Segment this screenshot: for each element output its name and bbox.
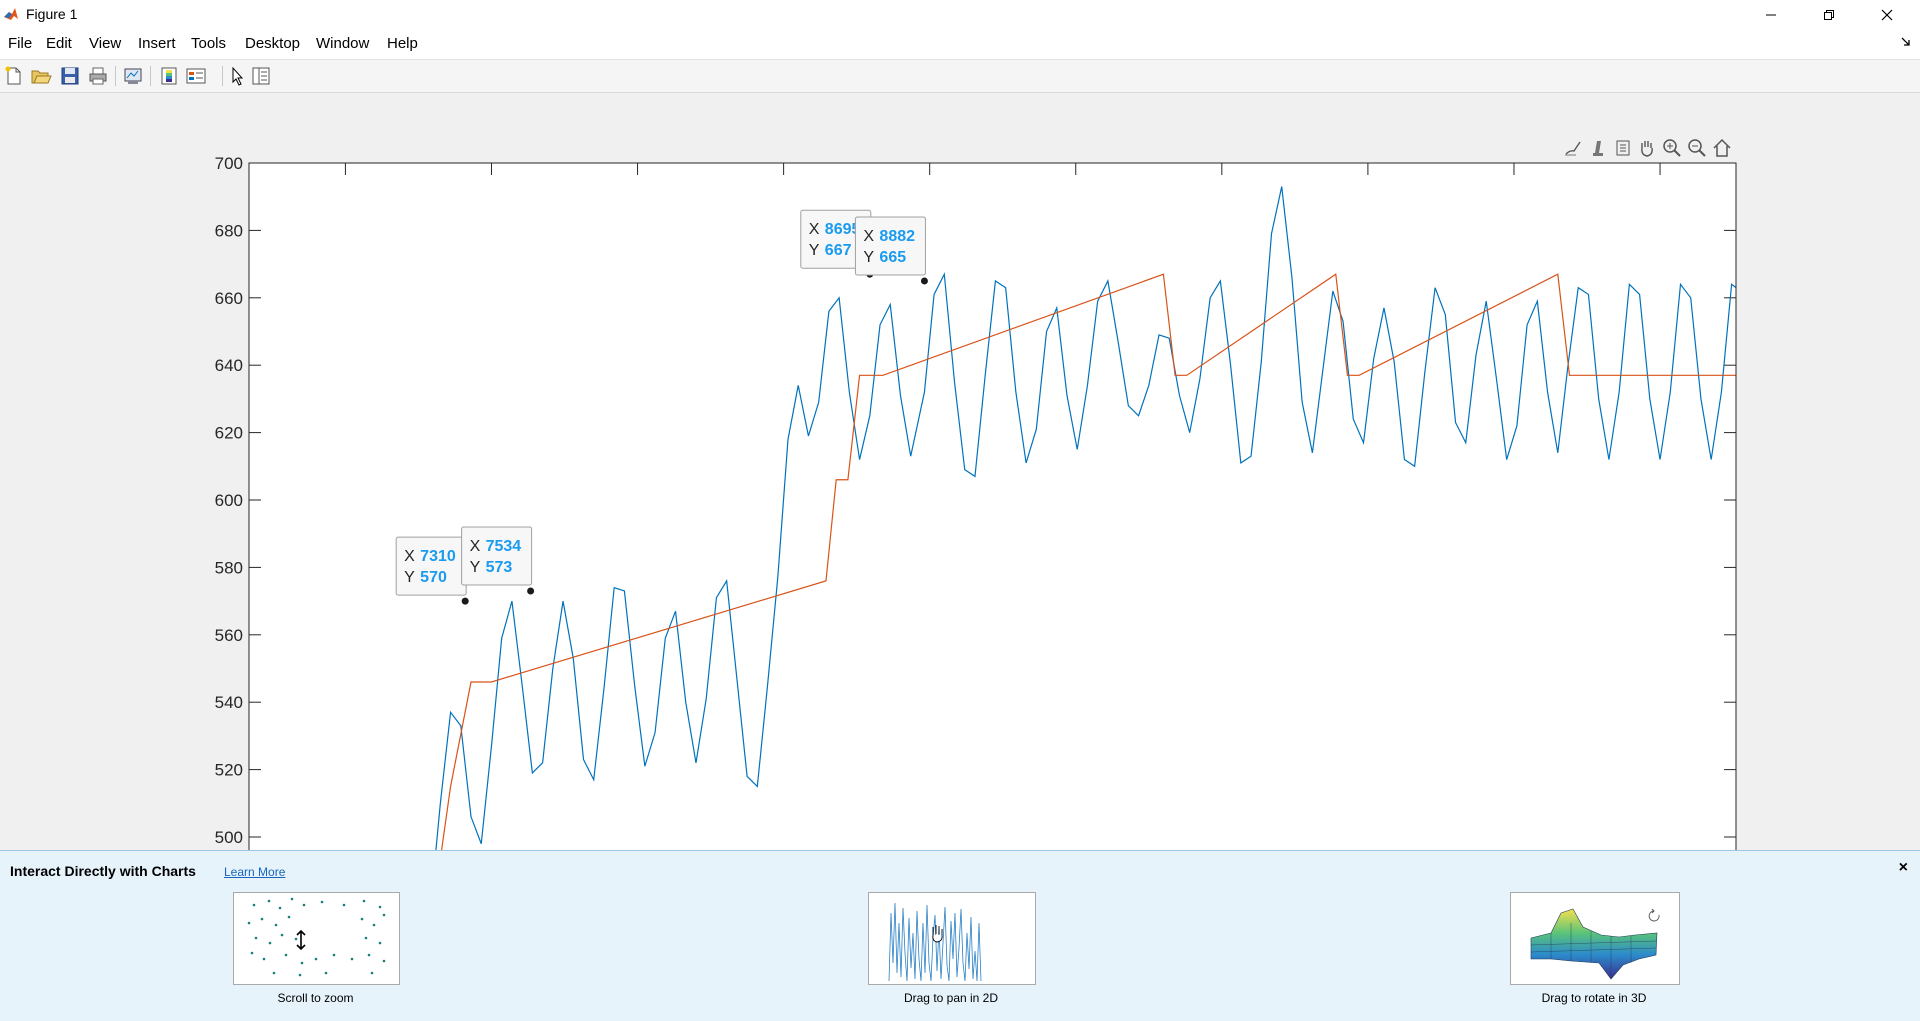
scatter-plot-thumbnail [247, 897, 386, 977]
datatip[interactable]: X 7534 Y 573 [461, 526, 535, 595]
legend-icon[interactable] [185, 65, 207, 87]
surface-plot-thumbnail [1530, 908, 1660, 980]
minimize-button[interactable] [1742, 0, 1800, 29]
y-tick-label: 700 [215, 154, 243, 173]
menu-bar: File Edit View Insert Tools Desktop Wind… [0, 29, 1920, 60]
close-icon [1881, 9, 1893, 20]
datatip[interactable]: X 8882 Y 665 [854, 216, 928, 285]
new-figure-icon[interactable] [3, 65, 25, 87]
open-file-icon[interactable] [30, 65, 52, 87]
datatip-x-value: 8695 [825, 221, 861, 238]
restore-view-icon[interactable] [1612, 137, 1634, 159]
axes-box [248, 162, 1737, 850]
menu-tools[interactable]: Tools [191, 35, 227, 52]
interaction-tips-banner: Interact Directly with Charts Learn More… [0, 850, 1920, 1021]
y-tick-label: 500 [215, 828, 243, 847]
zoom-out-icon[interactable] [1686, 137, 1708, 159]
scroll-zoom-thumbnail [233, 892, 400, 985]
datatip-x-label: X [404, 548, 415, 565]
datatip-y-label: Y [470, 559, 481, 576]
pan-thumbnail [868, 892, 1036, 985]
datatip-box [461, 526, 533, 586]
line-plot-thumbnail [888, 902, 982, 982]
datatip-x-label: X [863, 228, 874, 245]
plot-axes[interactable]: 500 520 540 560 580 600 620 640 660 680 700 X 7310 Y… [0, 0, 1920, 850]
series-line-orange[interactable] [430, 273, 1736, 850]
y-tick-label: 540 [215, 693, 243, 712]
menu-edit[interactable]: Edit [46, 35, 72, 52]
tip-caption-pan: Drag to pan in 2D [903, 991, 999, 1005]
menu-desktop[interactable]: Desktop [245, 35, 301, 52]
rotate-thumbnail [1510, 892, 1680, 985]
y-tick-label: 560 [215, 626, 243, 645]
data-tip-icon[interactable] [1587, 137, 1609, 159]
axes-toolbar [1562, 137, 1742, 161]
datatip-y-label: Y [809, 242, 820, 259]
window-title: Figure 1 [26, 6, 78, 22]
datatip-x-value: 8882 [879, 228, 915, 245]
series-line-blue[interactable] [430, 186, 1736, 850]
datatip-y-value: 570 [420, 569, 447, 586]
menu-view[interactable]: View [89, 35, 122, 52]
figure-toolbar [0, 60, 1920, 93]
property-inspector-icon[interactable] [250, 65, 272, 87]
toolbar-separator [115, 66, 116, 86]
menu-window[interactable]: Window [316, 35, 370, 52]
home-icon[interactable] [1711, 137, 1733, 159]
title-bar: Figure 1 [0, 0, 1920, 29]
datatip-x-value: 7310 [420, 548, 456, 565]
brush-icon[interactable] [1562, 137, 1584, 159]
dock-arrow-icon[interactable] [1900, 36, 1912, 48]
print-icon[interactable] [87, 65, 109, 87]
restore-button[interactable] [1800, 0, 1858, 29]
banner-close-button[interactable]: × [1898, 859, 1908, 876]
matlab-icon [4, 8, 18, 20]
y-tick-label: 580 [215, 558, 243, 577]
menu-file[interactable]: File [8, 35, 33, 52]
restore-icon [1824, 9, 1834, 20]
toolbar-separator [150, 66, 151, 86]
datatip-y-value: 573 [486, 559, 513, 576]
datatip-y-label: Y [863, 249, 874, 266]
menu-help[interactable]: Help [387, 35, 418, 52]
tip-caption-zoom: Scroll to zoom [277, 991, 354, 1005]
datatip-box [854, 216, 926, 276]
datatip-marker [461, 597, 469, 605]
colorbar-icon[interactable] [158, 65, 180, 87]
zoom-in-icon[interactable] [1661, 137, 1683, 159]
save-icon[interactable] [59, 65, 81, 87]
datatip[interactable]: X 7310 Y 570 [395, 536, 469, 605]
y-tick-label: 640 [215, 356, 243, 375]
datatip-x-label: X [470, 538, 481, 555]
minimize-icon [1766, 14, 1776, 15]
datatip-x-label: X [809, 221, 820, 238]
datatip-x-value: 7534 [486, 538, 522, 555]
y-tick-label: 600 [215, 491, 243, 510]
learn-more-link[interactable]: Learn More [224, 865, 286, 879]
y-tick-label: 620 [215, 424, 243, 443]
datatip-y-value: 667 [825, 242, 852, 259]
y-tick-label: 660 [215, 289, 243, 308]
y-tick-label: 680 [215, 221, 243, 240]
datatip-y-label: Y [404, 569, 415, 586]
link-plot-icon[interactable] [122, 65, 144, 87]
close-button[interactable] [1858, 0, 1916, 29]
banner-title: Interact Directly with Charts [10, 863, 196, 879]
axes-background [249, 163, 1736, 850]
menu-insert[interactable]: Insert [138, 35, 176, 52]
toolbar-separator [222, 66, 223, 86]
y-tick-label: 520 [215, 761, 243, 780]
edit-plot-cursor-icon[interactable] [226, 65, 248, 87]
tip-caption-rotate: Drag to rotate in 3D [1541, 991, 1647, 1005]
datatip-y-value: 665 [879, 249, 906, 266]
datatip-box [395, 536, 467, 596]
datatip-marker [920, 277, 928, 285]
pan-hand-icon[interactable] [1636, 137, 1658, 159]
datatip-marker [527, 587, 535, 595]
